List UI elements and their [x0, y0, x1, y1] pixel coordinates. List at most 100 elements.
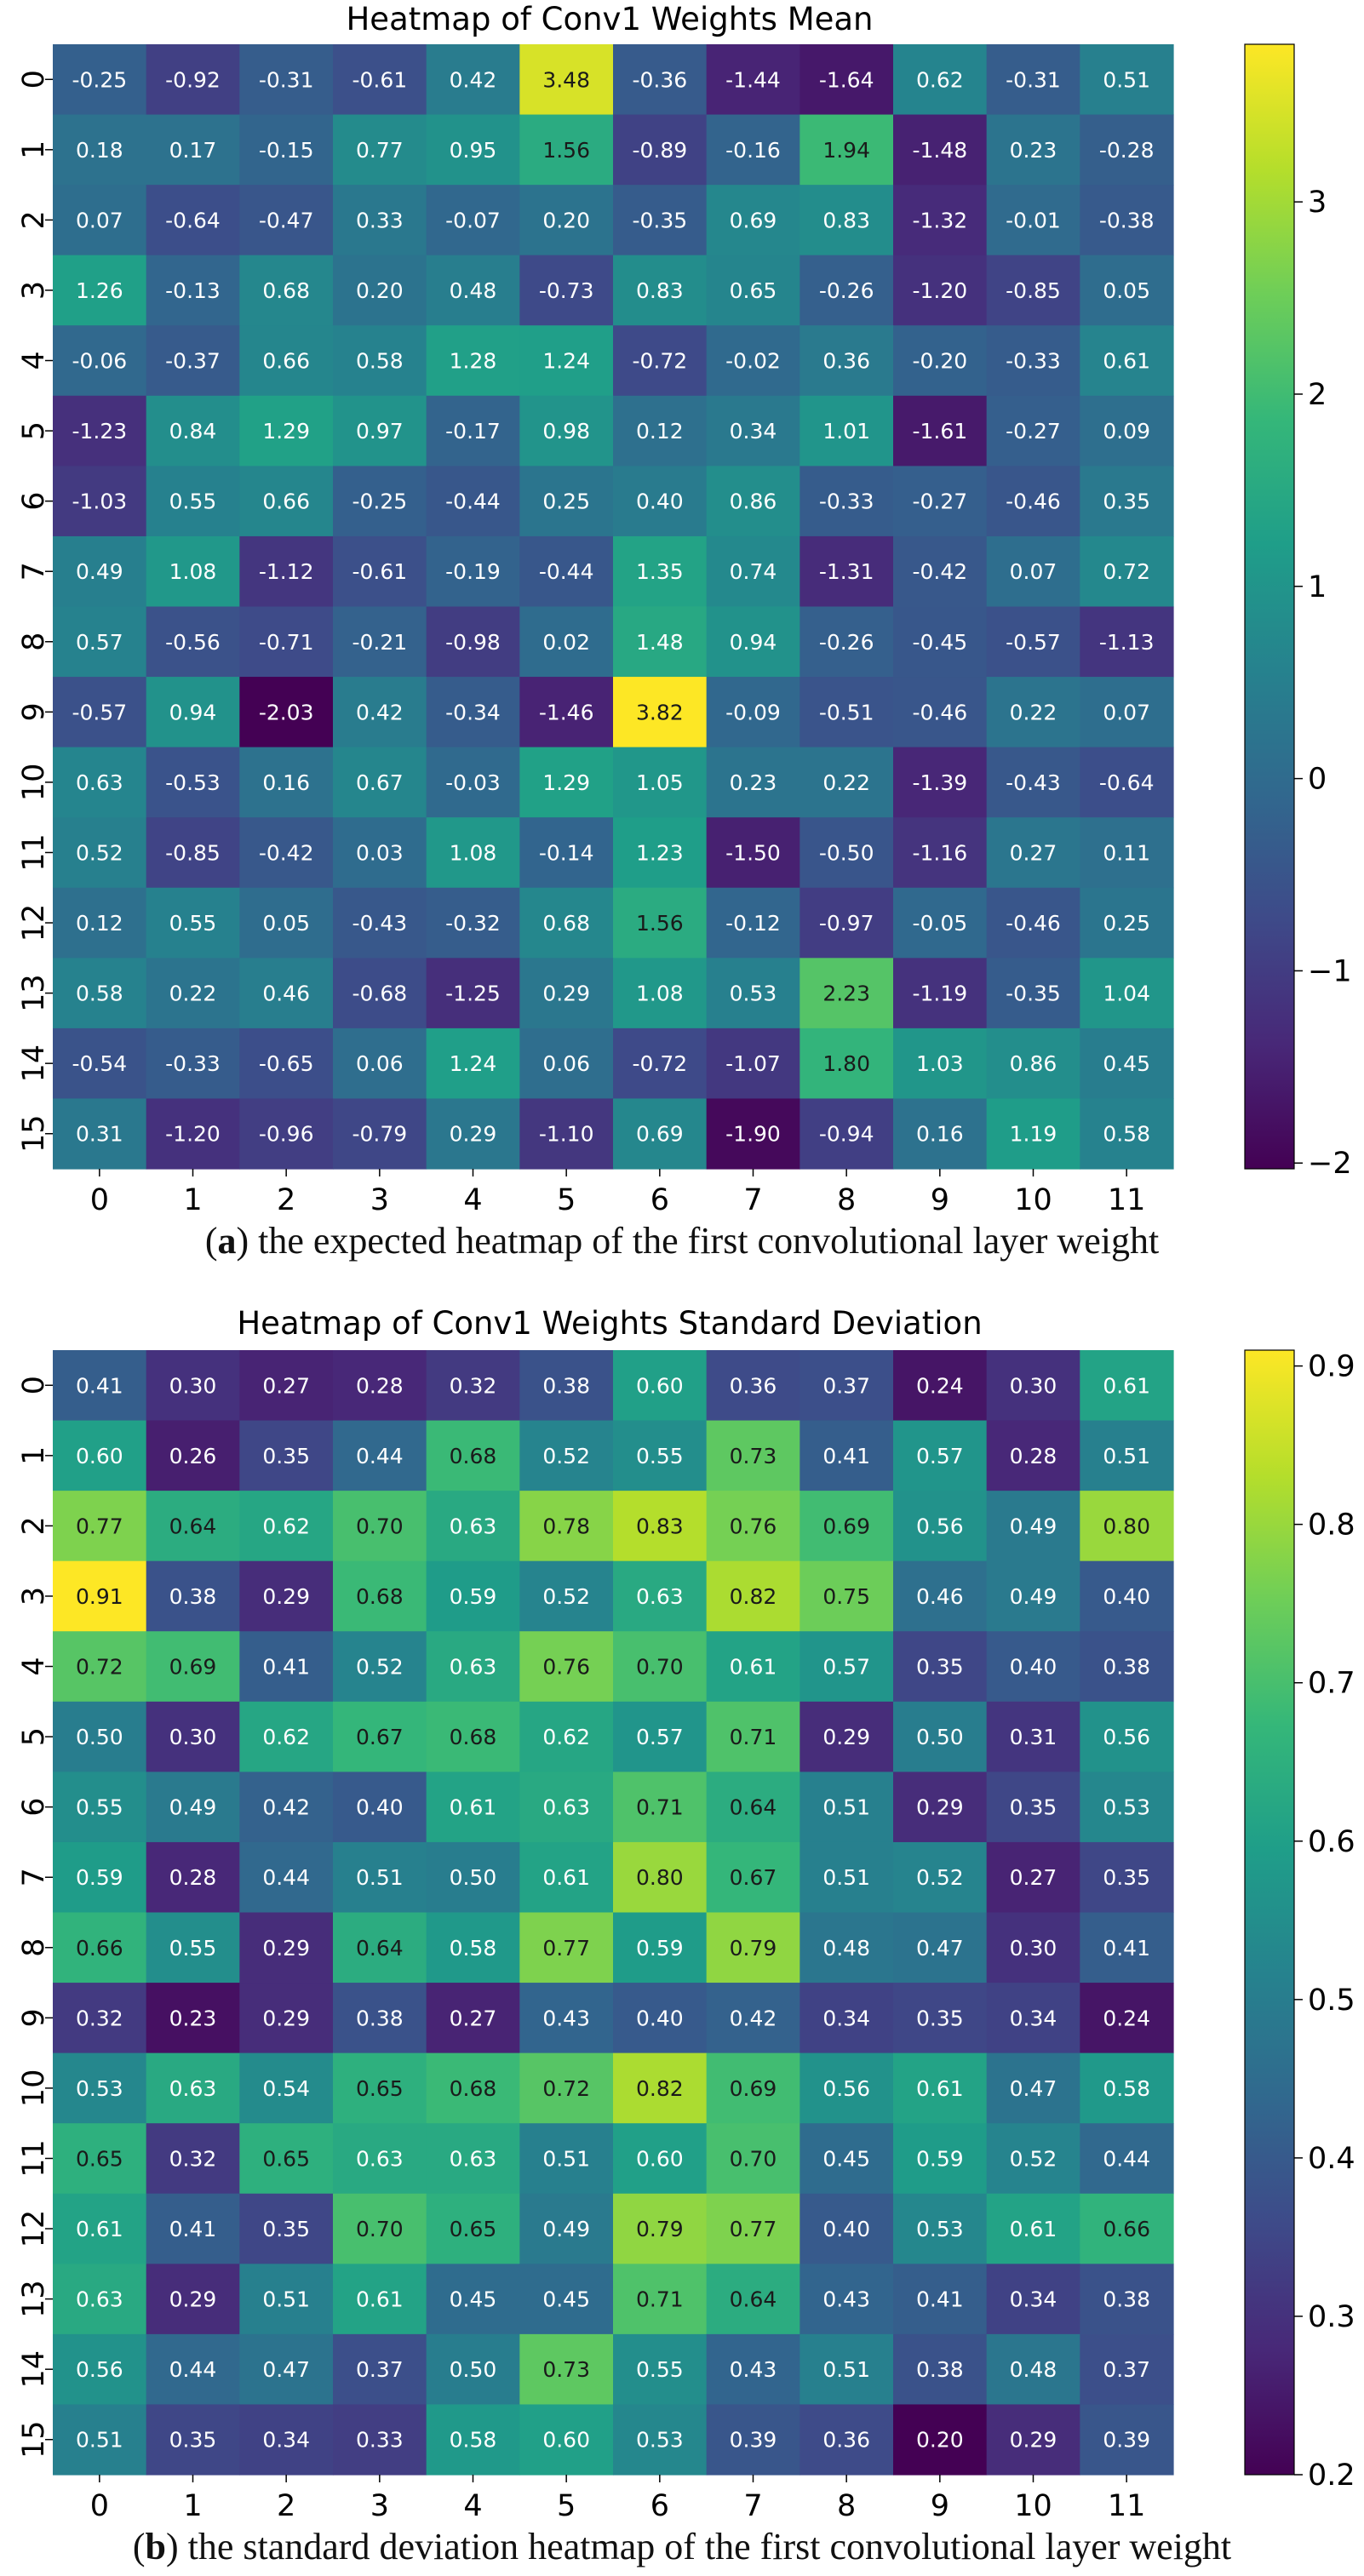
std-heatmap-cell-label: 0.72 — [542, 2076, 590, 2101]
std-heatmap-cell-label: 0.43 — [542, 2006, 590, 2030]
std-heatmap-cell — [333, 2333, 427, 2406]
mean-heatmap-cell — [519, 255, 614, 326]
mean-heatmap-cell — [706, 887, 800, 959]
std-heatmap-cell — [893, 1983, 988, 2054]
std-heatmap-cell-label: 0.60 — [636, 2146, 684, 2171]
std-heatmap-cell-label: 0.68 — [450, 1444, 497, 1468]
mean-heatmap-cell — [426, 114, 520, 186]
std-heatmap-cell-label: 0.70 — [636, 1655, 684, 1680]
mean-heatmap-cell-label: 0.97 — [356, 419, 404, 444]
mean-heatmap-cell — [53, 395, 147, 467]
mean-heatmap-cell-label: 0.09 — [1103, 419, 1150, 444]
mean-heatmap-cell — [146, 535, 240, 608]
std-heatmap-cell — [613, 1631, 708, 1703]
std-heatmap-cell — [986, 1841, 1080, 1914]
mean-heatmap-cell — [333, 395, 427, 467]
mean-heatmap-cell — [893, 466, 988, 537]
std-heatmap-cell-label: 0.59 — [916, 2146, 964, 2171]
std-heatmap-cell — [333, 1350, 427, 1422]
std-heatmap-cell-label: 0.29 — [1010, 2428, 1057, 2453]
std-heatmap-cell — [799, 2404, 894, 2476]
std-heatmap-cell-label: 0.63 — [542, 1795, 590, 1820]
std-heatmap-cell-label: 0.30 — [1010, 1373, 1057, 1398]
mean-heatmap-cell — [799, 535, 894, 608]
std-heatmap-cell-label: 0.34 — [822, 2006, 870, 2030]
std-heatmap-cell — [893, 1560, 988, 1632]
mean-heatmap-cell — [239, 817, 334, 889]
mean-heatmap-cell — [893, 395, 988, 467]
std-heatmap-cell — [426, 1983, 520, 2054]
std-heatmap-cell — [799, 2193, 894, 2264]
std-heatmap-cell-label: 0.69 — [169, 1655, 217, 1680]
mean-x-tick-label: 5 — [557, 1183, 576, 1217]
std-heatmap-cell — [613, 2333, 708, 2406]
mean-heatmap-cell-label: 0.98 — [542, 419, 590, 444]
mean-heatmap-cell-label: 0.42 — [356, 700, 404, 724]
std-x-tick-label: 9 — [931, 2489, 949, 2523]
mean-heatmap-cell-label: -0.42 — [912, 559, 967, 584]
mean-y-tick-label: 3 — [17, 281, 51, 300]
std-heatmap-cell-label: 0.40 — [636, 2006, 684, 2030]
mean-heatmap-cell-label: -1.25 — [445, 982, 501, 1006]
mean-y-tick-label: 5 — [17, 421, 51, 440]
std-heatmap-cell — [146, 1491, 240, 1562]
std-heatmap-cell — [519, 1420, 614, 1491]
std-heatmap-cell-label: 0.36 — [730, 1373, 777, 1398]
std-heatmap-cell-label: 0.56 — [916, 1514, 964, 1538]
std-heatmap-cell-label: 0.38 — [542, 1373, 590, 1398]
mean-heatmap-cell — [799, 44, 894, 116]
std-heatmap-cell-label: 0.65 — [450, 2217, 497, 2241]
mean-heatmap-cell-label: 0.22 — [169, 982, 217, 1006]
mean-heatmap-cell-label: -1.61 — [912, 419, 967, 444]
std-heatmap-cell-label: 0.61 — [450, 1795, 497, 1820]
std-y-tick-label: 4 — [17, 1657, 51, 1675]
std-heatmap-cell-label: 0.63 — [169, 2076, 217, 2101]
std-heatmap-cell-label: 0.80 — [636, 1865, 684, 1890]
mean-heatmap-cell — [986, 185, 1080, 256]
mean-heatmap-cell — [799, 958, 894, 1029]
mean-heatmap-cell-label: 0.12 — [636, 419, 684, 444]
mean-x-tick-label: 2 — [277, 1183, 295, 1217]
mean-heatmap-cell — [519, 466, 614, 537]
mean-heatmap-cell-label: -0.28 — [1099, 138, 1155, 163]
mean-heatmap-cell-label: -0.06 — [72, 349, 127, 374]
std-heatmap-cell-label: 0.67 — [730, 1865, 777, 1890]
std-heatmap-cell-label: 0.50 — [916, 1725, 964, 1749]
mean-heatmap-cell-label: -0.64 — [165, 208, 221, 232]
mean-heatmap-cell — [706, 325, 800, 397]
std-heatmap-cell — [333, 1983, 427, 2054]
std-heatmap-cell — [1080, 1701, 1174, 1772]
mean-heatmap-cell-label: 1.05 — [636, 770, 684, 795]
mean-heatmap-cell — [426, 958, 520, 1029]
std-heatmap-cell — [239, 2404, 334, 2476]
std-heatmap-cell-label: 0.41 — [916, 2287, 964, 2312]
std-heatmap-cell — [706, 1350, 800, 1422]
std-heatmap-cell-label: 0.44 — [1103, 2146, 1150, 2171]
mean-heatmap-cell — [146, 747, 240, 818]
std-heatmap-cell-label: 0.56 — [1103, 1725, 1150, 1749]
std-heatmap-cell-label: 0.56 — [822, 2076, 870, 2101]
std-heatmap-cell — [799, 1350, 894, 1422]
std-heatmap-cell-label: 0.77 — [76, 1514, 123, 1538]
mean-heatmap-cell — [53, 325, 147, 397]
std-y-tick-label: 11 — [17, 2139, 51, 2178]
std-heatmap-cell-label: 0.35 — [916, 2006, 964, 2030]
mean-heatmap-cell-label: -0.61 — [352, 67, 407, 92]
mean-heatmap-cell-label: 0.06 — [542, 1051, 590, 1076]
std-heatmap-cell — [426, 2193, 520, 2264]
mean-heatmap-cell — [799, 887, 894, 959]
std-heatmap-cell — [986, 2193, 1080, 2264]
mean-heatmap-cell-label: 0.58 — [1103, 1122, 1150, 1147]
mean-heatmap-cell-label: 0.35 — [1103, 489, 1150, 514]
mean-heatmap-cell-label: -1.32 — [912, 208, 967, 232]
mean-heatmap-cell-label: 1.08 — [450, 840, 497, 865]
mean-heatmap-cell-label: -0.64 — [1099, 770, 1155, 795]
mean-heatmap-cell — [893, 958, 988, 1029]
std-heatmap-cell — [239, 2333, 334, 2406]
std-heatmap-cell-label: 0.28 — [356, 1373, 404, 1398]
mean-heatmap-cell-label: -0.47 — [259, 208, 314, 232]
mean-heatmap-cell-label: -0.01 — [1006, 208, 1061, 232]
mean-heatmap-cell-label: 0.83 — [636, 278, 684, 303]
std-heatmap-cell-label: 0.75 — [822, 1584, 870, 1609]
mean-heatmap-cell-label: -0.13 — [165, 278, 221, 303]
